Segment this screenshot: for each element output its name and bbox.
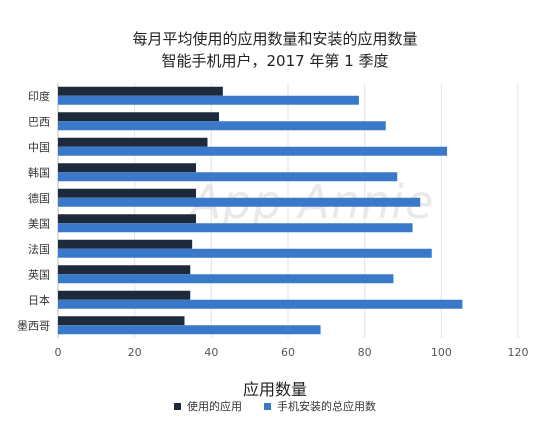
- bar-installed: [58, 146, 448, 156]
- y-category-label: 印度: [28, 89, 50, 103]
- bar-installed: [58, 95, 359, 105]
- legend: 使用的应用 手机安装的总应用数: [0, 398, 550, 414]
- bar-installed: [58, 223, 413, 233]
- bar-installed: [58, 197, 421, 207]
- x-tick-label: 80: [358, 346, 372, 359]
- x-tick-label: 60: [281, 346, 295, 359]
- bar-installed: [58, 248, 432, 258]
- legend-item-installed: 手机安装的总应用数: [264, 398, 376, 414]
- y-category-label: 法国: [28, 242, 50, 256]
- legend-swatch-used: [174, 402, 181, 410]
- bar-installed: [58, 172, 398, 182]
- bar-used: [58, 239, 193, 249]
- y-category-label: 美国: [28, 217, 50, 230]
- bar-used: [58, 316, 185, 326]
- bar-used: [58, 137, 208, 147]
- bar-used: [58, 163, 196, 173]
- legend-label-used: 使用的应用: [187, 400, 242, 413]
- bar-used: [58, 290, 191, 300]
- bar-installed: [58, 325, 321, 335]
- y-category-label: 韩国: [28, 165, 50, 179]
- legend-swatch-installed: [264, 402, 271, 410]
- x-tick-label: 20: [128, 346, 142, 359]
- x-axis-label: 应用数量: [242, 380, 307, 399]
- legend-item-used: 使用的应用: [174, 398, 242, 414]
- y-category-label: 德国: [28, 191, 50, 205]
- x-tick-label: 40: [204, 346, 218, 359]
- chart-subtitle: 智能手机用户，2017 年第 1 季度: [161, 52, 389, 70]
- bar-used: [58, 265, 191, 275]
- y-category-label: 墨西哥: [17, 319, 50, 332]
- bar-used: [58, 86, 223, 96]
- y-category-label: 巴西: [28, 115, 50, 128]
- bar-installed: [58, 274, 394, 284]
- x-tick-label: 0: [55, 346, 62, 359]
- x-tick-label: 100: [431, 346, 452, 359]
- bar-used: [58, 214, 196, 224]
- x-tick-label: 120: [508, 346, 529, 359]
- bar-used: [58, 112, 219, 122]
- bar-used: [58, 188, 196, 198]
- chart-title: 每月平均使用的应用数量和安装的应用数量: [132, 30, 418, 48]
- bar-installed: [58, 121, 386, 131]
- legend-label-installed: 手机安装的总应用数: [277, 400, 376, 413]
- y-category-label: 中国: [28, 141, 50, 154]
- y-category-label: 英国: [28, 267, 50, 281]
- bar-installed: [58, 299, 463, 309]
- y-category-label: 日本: [28, 293, 50, 307]
